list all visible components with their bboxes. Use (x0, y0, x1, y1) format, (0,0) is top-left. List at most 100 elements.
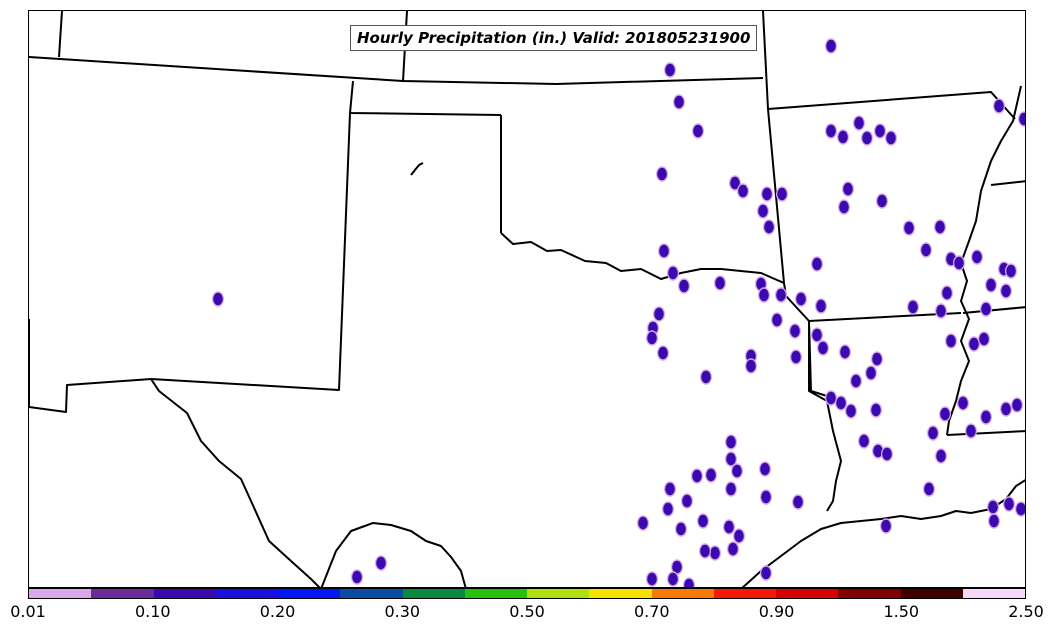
colorbar-tick-label: 0.90 (758, 602, 795, 621)
precip-contour (693, 124, 703, 138)
precip-cell (945, 333, 957, 349)
precip-contour (663, 502, 673, 516)
precip-contour (840, 345, 850, 359)
colorbar-segment (776, 589, 839, 598)
precip-contour (866, 366, 876, 380)
precip-contour (692, 469, 702, 483)
precip-contour (988, 500, 998, 514)
precip-contour (946, 334, 956, 348)
border-red-river (500, 232, 785, 284)
border-az-mx (29, 378, 152, 413)
precip-contour (734, 529, 744, 543)
precip-cell (714, 275, 726, 291)
precip-contour (940, 407, 950, 421)
precip-contour (376, 556, 386, 570)
precip-contour (659, 244, 669, 258)
precip-contour (665, 482, 675, 496)
precip-cell (825, 390, 837, 406)
precip-cell (789, 323, 801, 339)
precip-contour (862, 131, 872, 145)
precip-cell (646, 330, 658, 346)
precip-contour (728, 542, 738, 556)
precip-contour (738, 184, 748, 198)
colorbar-tick-label: 0.01 (10, 602, 46, 621)
precip-cell (733, 528, 745, 544)
precip-cell (993, 98, 1005, 114)
precip-contour (684, 578, 694, 587)
precip-contour (772, 313, 782, 327)
precip-cell (212, 291, 224, 307)
precip-cell (683, 577, 695, 587)
precip-cell (907, 299, 919, 315)
precip-contour (846, 404, 856, 418)
precip-cell (745, 358, 757, 374)
precip-contour (826, 39, 836, 53)
precip-cell (646, 571, 658, 587)
precip-cell (775, 287, 787, 303)
precip-contour (969, 337, 979, 351)
precip-cell (656, 166, 668, 182)
precip-cell (692, 123, 704, 139)
precip-cell (759, 461, 771, 477)
precip-cell (874, 123, 886, 139)
precip-cell (790, 349, 802, 365)
precip-contour (904, 221, 914, 235)
precip-contour (854, 116, 864, 130)
precip-cell (1000, 401, 1012, 417)
precip-cell (653, 306, 665, 322)
precip-cell (792, 494, 804, 510)
precip-contour (986, 278, 996, 292)
precip-contour (942, 286, 952, 300)
border-wyoming-colorado (29, 56, 764, 85)
precip-contour (724, 520, 734, 534)
colorbar-tick-label: 0.30 (384, 602, 421, 621)
precip-contour (1012, 398, 1022, 412)
precip-cell (839, 344, 851, 360)
precip-cell (881, 446, 893, 462)
colorbar-segment (29, 589, 92, 598)
precip-cell (776, 186, 788, 202)
precip-contour (875, 124, 885, 138)
precip-cell (927, 425, 939, 441)
colorbar-segment (838, 589, 901, 598)
precip-cell (709, 545, 721, 561)
precip-cell (351, 569, 363, 585)
map-title: Hourly Precipitation (in.) Valid: 201805… (350, 25, 758, 51)
precip-contour (730, 176, 740, 190)
precip-cell (980, 301, 992, 317)
precip-cell (865, 365, 877, 381)
precip-cell (968, 336, 980, 352)
map-canvas (29, 11, 1025, 587)
precip-cell (939, 406, 951, 422)
precip-cell (705, 467, 717, 483)
precip-cell (758, 287, 770, 303)
precip-contour (851, 374, 861, 388)
precip-cell (700, 369, 712, 385)
border-tx-mx (150, 378, 321, 587)
precip-contour (668, 266, 678, 280)
border-nm-tx-east (150, 112, 351, 391)
precip-cell (880, 518, 892, 534)
precip-cell (980, 409, 992, 425)
precip-cell (853, 115, 865, 131)
precip-cell (725, 451, 737, 467)
precip-cell (723, 519, 735, 535)
precip-cell (678, 278, 690, 294)
precip-cell (934, 219, 946, 235)
precip-contour (796, 292, 806, 306)
colorbar-segment (651, 589, 714, 598)
precip-contour (679, 279, 689, 293)
precip-cell (858, 433, 870, 449)
precip-cell (885, 130, 897, 146)
border-ok-ar (767, 108, 787, 297)
precip-cell (903, 220, 915, 236)
precip-cell (835, 395, 847, 411)
precip-contour (638, 516, 648, 530)
colorbar-segment (464, 589, 527, 598)
precip-cell (658, 243, 670, 259)
precip-contour (935, 220, 945, 234)
border-ms-tn (962, 306, 1025, 314)
precip-cell (935, 303, 947, 319)
precip-contour (994, 99, 1004, 113)
colorbar-tick-label: 0.10 (134, 602, 171, 621)
